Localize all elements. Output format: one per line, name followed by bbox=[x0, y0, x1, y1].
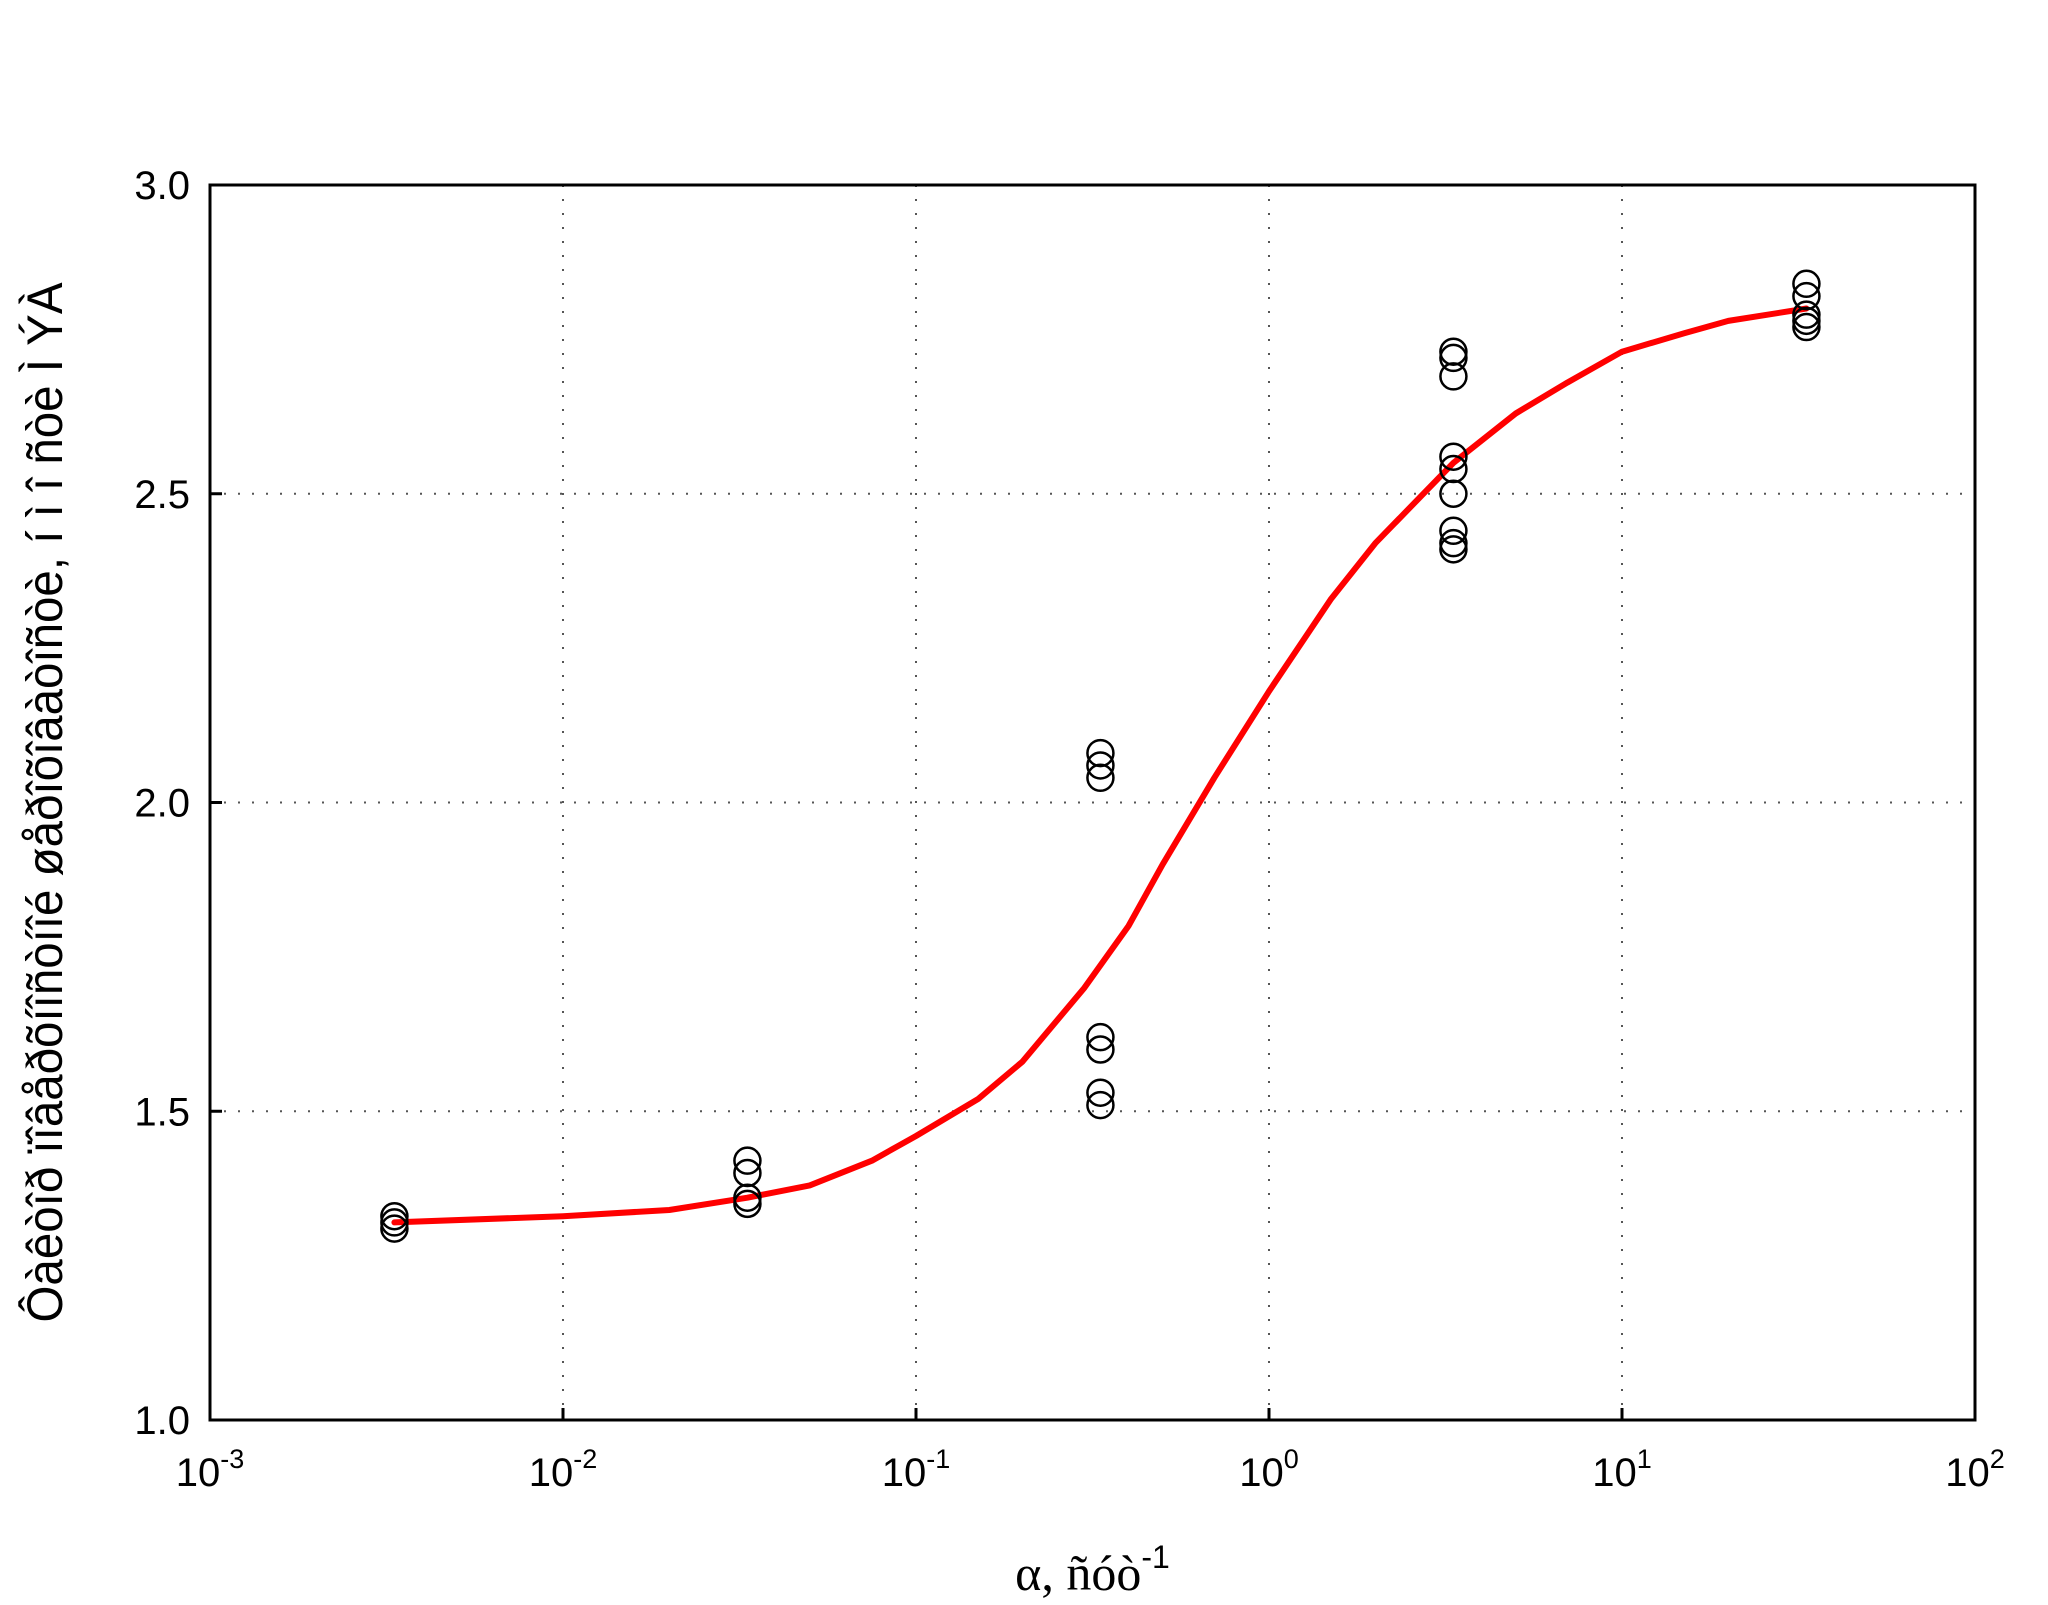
data-point bbox=[1792, 300, 1821, 329]
fit-curve bbox=[391, 305, 1810, 1226]
data-point bbox=[380, 1214, 409, 1243]
y-tick-label: 1.0 bbox=[134, 1399, 190, 1443]
data-point bbox=[1792, 312, 1821, 342]
y-tick-label: 2.5 bbox=[134, 473, 190, 517]
x-axis-label-text: α, ñóò bbox=[1015, 1545, 1141, 1601]
grid-lines bbox=[208, 183, 1977, 1422]
x-axis-label-exponent: -1 bbox=[1141, 1539, 1169, 1575]
data-point bbox=[1439, 442, 1468, 471]
data-point bbox=[1792, 269, 1821, 299]
data-point bbox=[1439, 454, 1468, 484]
data-point bbox=[1086, 751, 1115, 780]
data-point bbox=[380, 1201, 409, 1231]
y-tick-label: 3.0 bbox=[134, 164, 190, 208]
data-point bbox=[1439, 362, 1468, 391]
y-tick-label: 1.5 bbox=[134, 1090, 190, 1134]
data-points bbox=[380, 269, 1821, 1243]
data-point bbox=[1086, 1022, 1115, 1052]
y-axis-label: Ôàêòîð ïîâåðõíîñòíîé øåðîõîâàòîñòè, í ì … bbox=[17, 282, 73, 1323]
y-tick-label: 2.0 bbox=[134, 782, 190, 826]
data-point bbox=[1439, 337, 1468, 366]
plot-frame bbox=[208, 183, 1977, 1422]
data-point bbox=[733, 1183, 762, 1212]
data-point bbox=[1086, 1035, 1115, 1064]
x-tick-label: 10-2 bbox=[529, 1444, 598, 1495]
x-tick-label: 102 bbox=[1945, 1444, 2005, 1495]
data-point bbox=[1086, 1078, 1115, 1107]
fit-line bbox=[391, 305, 1810, 1226]
x-tick-labels: 10-3 10-2 10-1 100 101 102 bbox=[176, 1444, 2005, 1495]
data-point bbox=[1792, 306, 1821, 336]
data-point bbox=[1086, 763, 1115, 793]
x-tick-label: 101 bbox=[1592, 1444, 1652, 1495]
data-point bbox=[1439, 528, 1468, 558]
x-tick-label: 10-3 bbox=[176, 1444, 245, 1495]
data-point bbox=[1086, 738, 1115, 768]
data-point bbox=[1439, 343, 1468, 373]
data-point bbox=[1086, 1090, 1115, 1120]
data-point bbox=[1439, 479, 1468, 508]
data-point bbox=[733, 1189, 762, 1219]
data-point bbox=[733, 1146, 762, 1175]
data-point bbox=[380, 1208, 409, 1237]
data-point bbox=[733, 1158, 762, 1188]
x-tick-label: 10-1 bbox=[882, 1444, 951, 1495]
data-point bbox=[1439, 516, 1468, 546]
x-tick-label: 100 bbox=[1239, 1444, 1299, 1495]
data-point bbox=[1792, 281, 1821, 311]
y-tick-labels: 1.0 1.5 2.0 2.5 3.0 bbox=[134, 164, 190, 1443]
data-point bbox=[1439, 535, 1468, 564]
x-axis-label: α, ñóò-1 bbox=[1015, 1539, 1170, 1601]
